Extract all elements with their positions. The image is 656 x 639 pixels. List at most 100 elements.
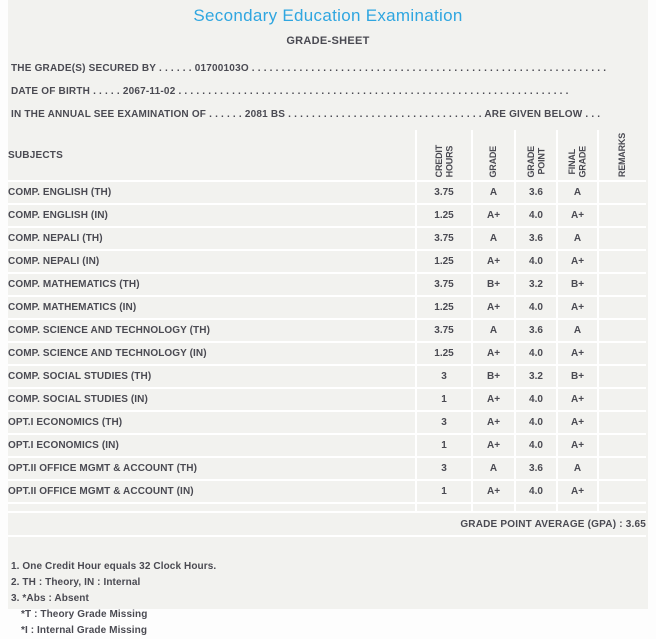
table-row: COMP. NEPALI (TH) 3.75 A 3.6 A	[8, 227, 646, 252]
grade-cell: A+	[472, 434, 516, 459]
grade-point-cell: 4.0	[515, 480, 558, 505]
secured-by-value: 01700103O	[194, 63, 249, 74]
grade-cell: A	[472, 181, 516, 206]
remarks-cell	[598, 388, 646, 413]
final-grade-cell: A	[557, 319, 599, 344]
subject-cell: COMP. MATHEMATICS (IN)	[8, 296, 417, 321]
final-grade-cell: A+	[557, 411, 599, 436]
info-line-secured-by: THE GRADE(S) SECURED BY . . . . . . 0170…	[11, 57, 645, 80]
table-header-row: SUBJECTS CREDIT HOURS GRADE GRADE POINT …	[8, 130, 646, 183]
gpa-row: GRADE POINT AVERAGE (GPA) : 3.65	[8, 512, 646, 538]
table-row: COMP. SCIENCE AND TECHNOLOGY (IN) 1.25 A…	[8, 342, 646, 367]
credit-hours-label: CREDIT HOURS	[433, 144, 454, 178]
final-grade-cell: A+	[557, 296, 599, 321]
table-row: OPT.II OFFICE MGMT & ACCOUNT (TH) 3 A 3.…	[8, 457, 646, 482]
column-header-subjects: SUBJECTS	[8, 130, 417, 183]
credit-hours-cell: 1	[416, 388, 473, 413]
remarks-cell	[598, 181, 646, 206]
grade-sheet-page: Secondary Education Examination GRADE-SH…	[8, 0, 648, 636]
table-row: COMP. ENGLISH (IN) 1.25 A+ 4.0 A+	[8, 204, 646, 229]
grade-point-cell: 4.0	[515, 388, 558, 413]
credit-hours-cell: 3.75	[416, 181, 473, 206]
final-grade-cell: A	[557, 181, 599, 206]
table-row: OPT.I ECONOMICS (IN) 1 A+ 4.0 A+	[8, 434, 646, 459]
credit-hours-cell: 3	[416, 365, 473, 390]
note-absent: 3. *Abs : Absent	[11, 593, 89, 605]
dots: . . . . . . . . . . . . . . . . . . . . …	[288, 109, 482, 120]
credit-hours-cell: 3.75	[416, 273, 473, 298]
grade-cell: A	[472, 227, 516, 252]
examination-suffix: ARE GIVEN BELOW . . .	[484, 109, 601, 120]
final-grade-cell: A+	[557, 250, 599, 275]
final-grade-cell: A+	[557, 204, 599, 229]
table-row: COMP. MATHEMATICS (IN) 1.25 A+ 4.0 A+	[8, 296, 646, 321]
dots: . . . . . .	[158, 63, 192, 74]
credit-hours-cell: 3.75	[416, 319, 473, 344]
subject-cell: COMP. ENGLISH (TH)	[8, 181, 417, 206]
footnotes: 1. One Credit Hour equals 32 Clock Hours…	[11, 559, 645, 639]
subject-cell: OPT.II OFFICE MGMT & ACCOUNT (TH)	[8, 457, 417, 482]
column-header-final-grade: FINAL GRADE	[557, 130, 599, 183]
final-grade-label: FINAL GRADE	[567, 145, 588, 178]
table-row: OPT.I ECONOMICS (TH) 3 A+ 4.0 A+	[8, 411, 646, 436]
credit-hours-cell: 1	[416, 434, 473, 459]
sheet-subtitle: GRADE-SHEET	[286, 35, 370, 47]
subject-cell: COMP. SCIENCE AND TECHNOLOGY (TH)	[8, 319, 417, 344]
final-grade-cell: A+	[557, 480, 599, 505]
remarks-cell	[598, 411, 646, 436]
remarks-label: REMARKS	[617, 133, 628, 178]
credit-hours-cell: 3	[416, 457, 473, 482]
grade-point-label: GRADE POINT	[525, 145, 546, 178]
dots: . . . . . .	[209, 109, 242, 120]
remarks-cell	[598, 342, 646, 367]
grade-point-cell: 3.2	[515, 273, 558, 298]
table-row: COMP. NEPALI (IN) 1.25 A+ 4.0 A+	[8, 250, 646, 275]
grade-point-cell: 4.0	[515, 342, 558, 367]
table-row: OPT.II OFFICE MGMT & ACCOUNT (IN) 1 A+ 4…	[8, 480, 646, 505]
gpa-value: GRADE POINT AVERAGE (GPA) : 3.65	[8, 512, 646, 538]
remarks-cell	[598, 457, 646, 482]
grade-cell: A+	[472, 388, 516, 413]
note-th-in: 2. TH : Theory, IN : Internal	[11, 577, 141, 589]
examination-value: 2081 BS	[244, 109, 286, 120]
grade-cell: A+	[472, 480, 516, 505]
note-credit-hours: 1. One Credit Hour equals 32 Clock Hours…	[11, 561, 217, 573]
dots: . . . . . . . . . . . . . . . . . . . . …	[178, 86, 569, 97]
grade-point-cell: 4.0	[515, 204, 558, 229]
grade-point-cell: 3.2	[515, 365, 558, 390]
subject-cell: COMP. NEPALI (TH)	[8, 227, 417, 252]
remarks-cell	[598, 319, 646, 344]
note-internal-missing: *I : Internal Grade Missing	[21, 625, 148, 637]
note-theory-missing: *T : Theory Grade Missing	[21, 609, 148, 621]
grade-point-cell: 3.6	[515, 181, 558, 206]
date-of-birth-value: 2067-11-02	[122, 86, 176, 97]
grade-point-cell: 3.6	[515, 227, 558, 252]
credit-hours-cell: 1.25	[416, 250, 473, 275]
grade-point-cell: 4.0	[515, 434, 558, 459]
remarks-cell	[598, 296, 646, 321]
subject-cell: COMP. SOCIAL STUDIES (IN)	[8, 388, 417, 413]
final-grade-cell: B+	[557, 273, 599, 298]
table-row: COMP. ENGLISH (TH) 3.75 A 3.6 A	[8, 181, 646, 206]
column-header-credit-hours: CREDIT HOURS	[416, 130, 473, 183]
final-grade-cell: A	[557, 457, 599, 482]
subject-cell: COMP. SCIENCE AND TECHNOLOGY (IN)	[8, 342, 417, 367]
grade-cell: B+	[472, 273, 516, 298]
info-block: THE GRADE(S) SECURED BY . . . . . . 0170…	[11, 57, 645, 126]
grades-table: SUBJECTS CREDIT HOURS GRADE GRADE POINT …	[8, 130, 646, 538]
grade-label: GRADE	[488, 145, 499, 178]
grade-cell: A+	[472, 250, 516, 275]
subject-cell: OPT.I ECONOMICS (IN)	[8, 434, 417, 459]
remarks-cell	[598, 365, 646, 390]
subject-cell: COMP. SOCIAL STUDIES (TH)	[8, 365, 417, 390]
final-grade-cell: A+	[557, 342, 599, 367]
final-grade-cell: A+	[557, 434, 599, 459]
grade-point-cell: 4.0	[515, 296, 558, 321]
grade-point-cell: 4.0	[515, 411, 558, 436]
remarks-cell	[598, 204, 646, 229]
column-header-grade: GRADE	[472, 130, 516, 183]
dots: . . . . .	[93, 86, 120, 97]
remarks-cell	[598, 273, 646, 298]
column-header-remarks: REMARKS	[598, 130, 646, 183]
final-grade-cell: B+	[557, 365, 599, 390]
